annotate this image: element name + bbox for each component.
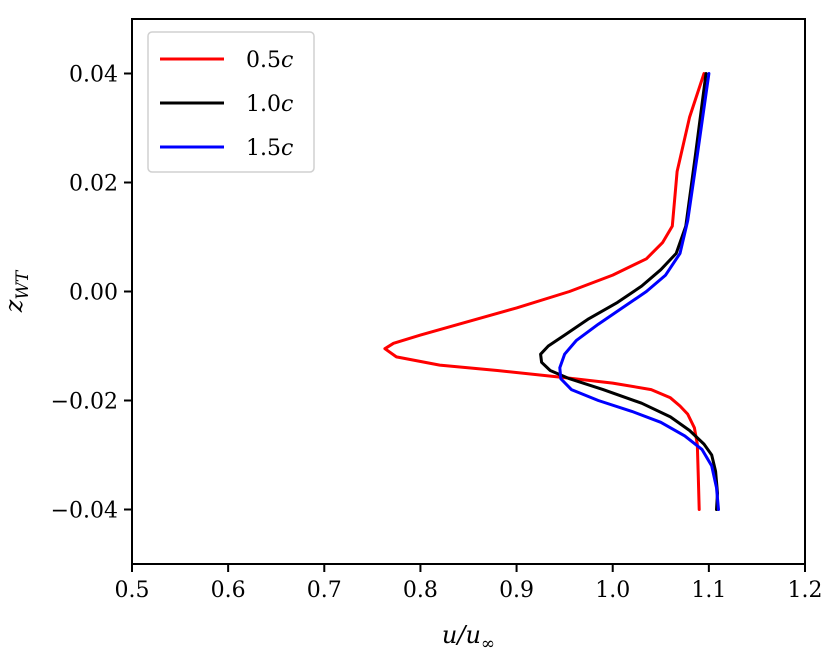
y-tick-label: −0.02	[51, 390, 118, 415]
x-tick-label: 0.5	[115, 578, 150, 603]
y-axis: 0.04 0.02 0.00 −0.02 −0.04	[51, 63, 132, 524]
legend-label: 1.0c	[246, 92, 293, 117]
x-tick-label: 0.7	[307, 578, 342, 603]
x-axis-label: u/u∞	[442, 621, 495, 654]
x-tick-label: 1.1	[691, 578, 726, 603]
y-tick-label: −0.04	[51, 499, 118, 524]
x-tick-label: 0.9	[499, 578, 534, 603]
y-tick-label: 0.02	[69, 172, 118, 197]
series-line-0	[383, 72, 706, 511]
x-tick-label: 0.6	[211, 578, 246, 603]
legend: 0.5c 1.0c 1.5c	[147, 31, 315, 173]
x-tick-label: 1.2	[788, 578, 823, 603]
series-line-2	[558, 72, 720, 511]
y-tick-label: 0.04	[69, 63, 118, 88]
x-axis: 0.5 0.6 0.7 0.8 0.9 1.0 1.1 1.2	[115, 564, 823, 603]
legend-box	[147, 31, 315, 173]
plot-area	[383, 72, 720, 511]
legend-label: 0.5c	[246, 48, 293, 73]
x-tick-label: 1.0	[595, 578, 630, 603]
legend-label: 1.5c	[246, 136, 293, 161]
y-axis-label: zWT	[0, 269, 33, 313]
y-tick-label: 0.00	[69, 281, 118, 306]
x-tick-label: 0.8	[403, 578, 438, 603]
series-line-1	[539, 72, 719, 511]
